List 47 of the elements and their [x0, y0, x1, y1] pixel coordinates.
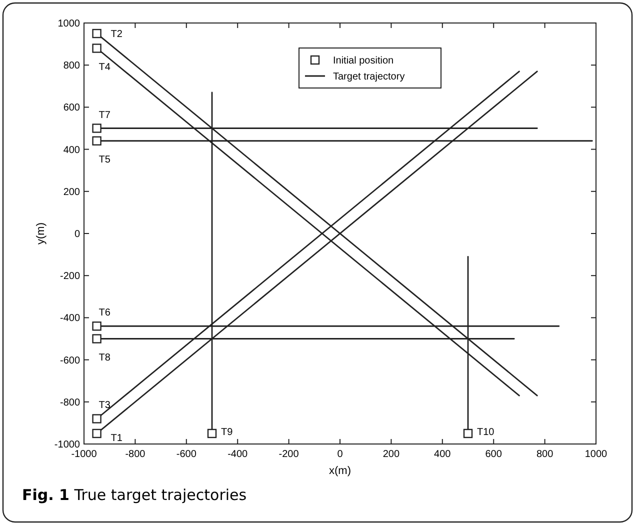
x-tick-label: -1000 — [71, 449, 98, 460]
legend-label: Target trajectory — [333, 72, 405, 82]
point — [92, 44, 102, 53]
x-tick-label: -400 — [228, 449, 248, 460]
point — [92, 28, 102, 38]
annotation: T10 — [477, 426, 495, 438]
y-tick-label: 600 — [63, 102, 80, 114]
annotation: T9 — [221, 426, 234, 438]
x-tick-label: 1000 — [584, 449, 608, 460]
x-tick-label: 800 — [536, 449, 554, 460]
y-tick-label: 0 — [74, 229, 80, 240]
annotation: T4 — [98, 62, 111, 73]
point — [92, 136, 102, 146]
x-axis-title: x(m) — [329, 465, 351, 477]
y-tick-label: -800 — [60, 397, 80, 408]
y-tick-label: -400 — [60, 313, 80, 324]
point — [92, 428, 102, 438]
y-tick-label: 800 — [63, 60, 80, 72]
x-tick-label: 0 — [337, 449, 344, 460]
annotation: T2 — [110, 29, 123, 40]
text: Fig. 1 True target trajectories — [22, 486, 247, 504]
annotation: T7 — [98, 110, 111, 121]
x-tick-label: -600 — [176, 449, 197, 460]
annotation: T5 — [98, 154, 111, 166]
y-tick-label: 400 — [63, 144, 80, 156]
x-tick-label: 600 — [485, 449, 502, 460]
point — [463, 428, 473, 438]
x-tick-label: 200 — [382, 449, 400, 460]
y-tick-label: -600 — [60, 355, 80, 366]
annotation: T3 — [98, 400, 111, 412]
y-axis-title: y(m) — [35, 222, 47, 244]
point — [92, 414, 102, 424]
annotation: T1 — [110, 432, 123, 444]
x-tick-label: 400 — [434, 449, 452, 460]
y-tick-label: 1000 — [58, 18, 80, 30]
annotation: T8 — [98, 352, 111, 364]
y-tick-label: -1000 — [54, 440, 80, 450]
x-tick-label: -200 — [278, 449, 300, 460]
y-tick-label: -200 — [60, 271, 80, 282]
point — [92, 334, 102, 344]
legend-label: Initial position — [333, 56, 394, 66]
annotation: T6 — [98, 308, 111, 319]
y-tick-label: 200 — [63, 186, 80, 198]
x-tick-label: -800 — [125, 449, 146, 460]
point — [92, 322, 102, 331]
point — [207, 428, 217, 438]
point — [92, 124, 102, 133]
